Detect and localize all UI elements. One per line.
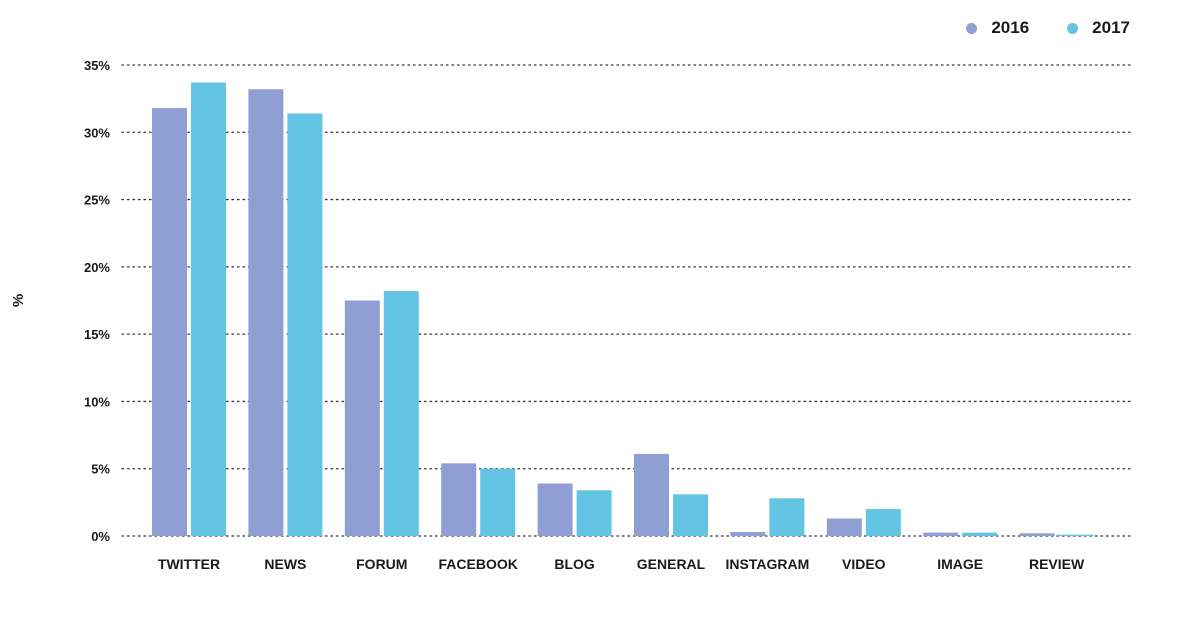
x-tick-label: GENERAL (637, 556, 706, 572)
x-tick-label: BLOG (554, 556, 595, 572)
y-tick-label: 5% (91, 462, 110, 477)
x-tick-label: FORUM (356, 556, 407, 572)
bar-2017-instagram (769, 498, 805, 536)
bar-2017-facebook (480, 468, 516, 536)
x-tick-label: VIDEO (842, 556, 886, 572)
y-tick-label: 30% (84, 125, 110, 140)
bar-2016-instagram (730, 531, 766, 536)
bar-2016-image (923, 532, 959, 536)
bar-2016-twitter (152, 108, 187, 536)
bar-2017-video (865, 509, 901, 536)
bar-2017-forum (383, 291, 419, 536)
bar-2016-video (826, 518, 862, 536)
bar-2016-forum (344, 300, 380, 536)
legend-swatch-2017 (1067, 22, 1079, 34)
y-tick-label: 25% (84, 193, 110, 208)
legend-item-2016: 2016 (966, 18, 1029, 38)
legend-swatch-2016 (966, 22, 978, 34)
legend-label-2017: 2017 (1092, 18, 1130, 37)
bar-2016-general (634, 453, 669, 536)
bar-2017-image (962, 532, 998, 536)
x-tick-label: TWITTER (158, 556, 220, 572)
y-axis-label: % (10, 293, 28, 308)
x-tick-label: IMAGE (937, 556, 983, 572)
bar-2017-blog (576, 490, 612, 536)
y-tick-label: 10% (84, 394, 110, 409)
bar-2016-facebook (441, 463, 477, 536)
x-tick-label: INSTAGRAM (726, 556, 810, 572)
bar-2017-review (1058, 534, 1094, 536)
legend-label-2016: 2016 (991, 18, 1030, 37)
bar-2017-twitter (191, 82, 226, 536)
bar-2016-review (1019, 533, 1055, 536)
y-tick-label: 35% (84, 58, 110, 73)
legend-item-2017: 2017 (1067, 18, 1130, 38)
y-tick-label: 15% (84, 327, 110, 342)
x-tick-label: FACEBOOK (439, 556, 518, 572)
legend: 2016 2017 (966, 18, 1130, 38)
y-tick-label: 0% (91, 529, 110, 544)
bar-2016-news (248, 89, 284, 537)
y-tick-label: 20% (84, 260, 110, 275)
bar-2016-blog (537, 483, 573, 536)
x-tick-label: NEWS (264, 556, 306, 572)
bar-2017-general (673, 494, 708, 536)
x-tick-label: REVIEW (1029, 556, 1085, 572)
bar-2017-news (287, 113, 323, 537)
